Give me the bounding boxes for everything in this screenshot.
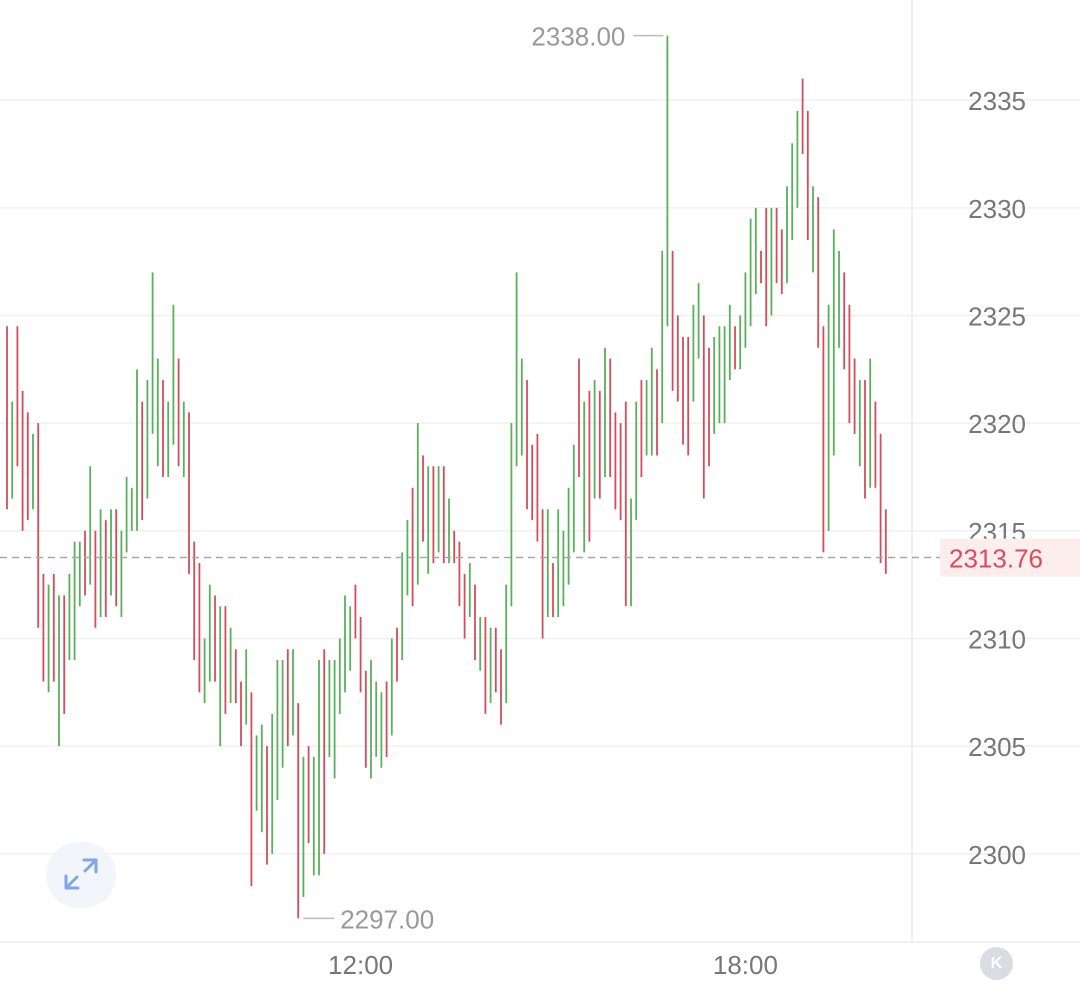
y-tick-label: 2325 <box>968 302 1026 332</box>
expand-chart-button[interactable] <box>46 842 116 908</box>
last-price-label: 2313.76 <box>949 544 1043 574</box>
y-tick-label: 2305 <box>968 732 1026 762</box>
annotation-layer: 2313.76 2338.00 2297.00 <box>0 22 1080 934</box>
y-tick-label: 2335 <box>968 86 1026 116</box>
y-tick-label: 2310 <box>968 625 1026 655</box>
y-tick-label: 2300 <box>968 840 1026 870</box>
y-tick-label: 2320 <box>968 409 1026 439</box>
last-price-badge <box>940 538 1080 577</box>
low-price-label: 2297.00 <box>340 904 434 934</box>
k-line-toggle-button[interactable]: K <box>980 947 1013 980</box>
expand-arrows-icon <box>64 858 98 890</box>
x-tick-label: 12:00 <box>328 950 393 980</box>
y-tick-label: 2330 <box>968 194 1026 224</box>
grid-layer <box>0 0 1080 943</box>
x-tick-label: 18:00 <box>713 950 778 980</box>
ohlc-bars-layer <box>6 35 887 919</box>
high-price-label: 2338.00 <box>531 22 625 52</box>
